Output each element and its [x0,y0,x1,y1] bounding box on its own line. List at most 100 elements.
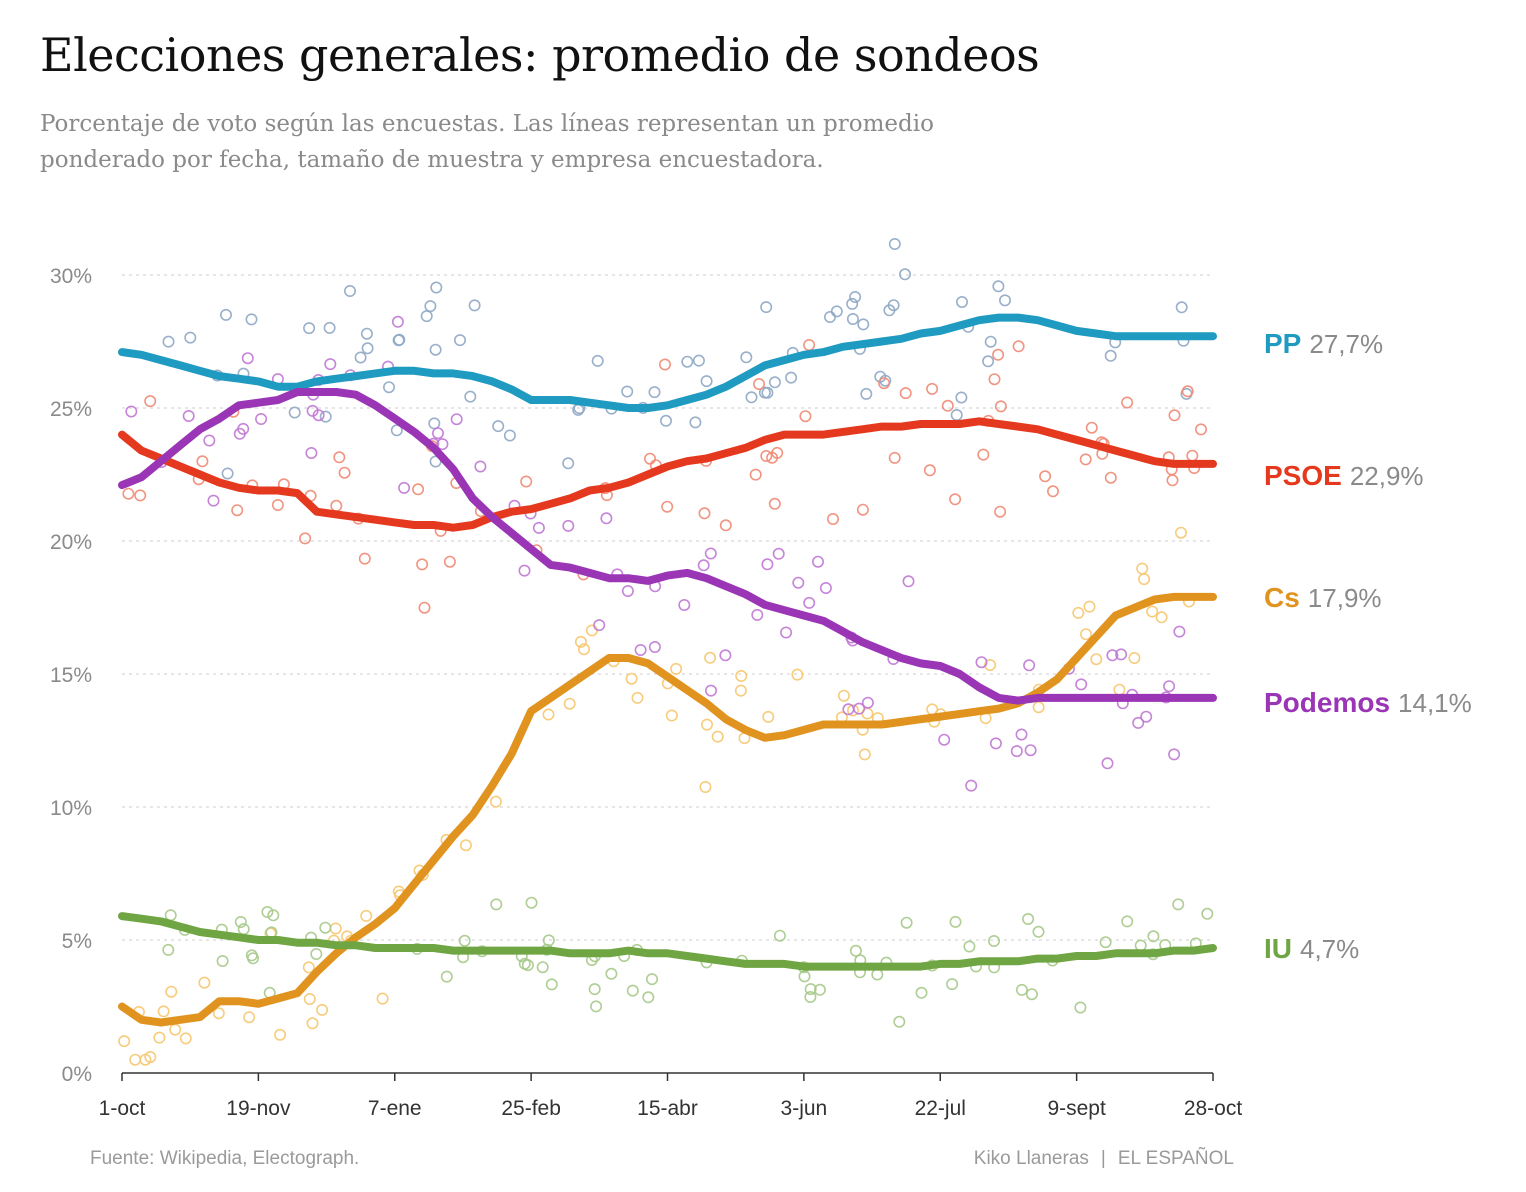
poll-dot-cs [198,976,211,989]
poll-dot-psoe [1104,471,1117,484]
poll-dot-psoe [1186,449,1199,462]
poll-dot-psoe [992,348,1005,361]
poll-dot-iu [1099,936,1112,949]
poll-dot-cs [489,795,502,808]
poll-dot-cs [846,704,859,717]
poll-dot-pp [392,334,405,347]
poll-dot-iu [1121,915,1134,928]
poll-dot-pp [162,335,175,348]
poll-dot-podemos [312,409,325,422]
end-label-value: 4,7% [1300,934,1359,964]
poll-dot-iu [1147,930,1160,943]
poll-dot-cs [329,922,342,935]
poll-dot-iu [490,898,503,911]
poll-dot-iu [987,934,1000,947]
poll-dot-iu [871,968,884,981]
poll-dot-podemos [431,427,444,440]
poll-dot-pp [857,318,870,331]
poll-dot-cs [360,909,373,922]
x-tick-label: 28-oct [1184,1097,1243,1120]
poll-dot-podemos [1106,649,1119,662]
poll-dot-podemos [305,446,318,459]
poll-dot-podemos [532,521,545,534]
poll-dot-pp [692,354,705,367]
poll-dot-podemos [1173,625,1186,638]
poll-dot-pp [860,387,873,400]
poll-dot-iu [963,940,976,953]
poll-dot-iu [1015,983,1028,996]
poll-dot-pp [888,238,901,251]
poll-dot-psoe [418,601,431,614]
poll-dot-pp [621,385,634,398]
poll-dot-cs [704,651,717,664]
poll-dot-psoe [1168,409,1181,422]
poll-dot-cs [734,684,747,697]
poll-dot-cs [179,1032,192,1045]
y-tick-label: 0% [62,1063,92,1086]
y-tick-label: 10% [50,797,92,820]
poll-dot-pp [390,424,403,437]
poll-dot-podemos [398,481,411,494]
poll-dot-cs [302,961,315,974]
poll-dot-iu [162,943,175,956]
poll-dot-podemos [518,564,531,577]
poll-dot-psoe [330,499,343,512]
poll-dot-cs [1113,683,1126,696]
poll-dot-psoe [994,400,1007,413]
poll-dot-podemos [853,702,866,715]
poll-dot-pp [874,370,887,383]
poll-dot-cs [1032,701,1045,714]
x-tick-label: 19-nov [226,1097,291,1120]
poll-dot-iu [536,961,549,974]
end-label-pp: PP 27,7% [1264,328,1383,359]
poll-dot-psoe [1047,485,1060,498]
page-subtitle: Porcentaje de voto según las encuestas. … [40,111,934,173]
poll-dot-podemos [306,404,319,417]
end-label-value: 22,9% [1350,461,1424,491]
poll-dot-pp [429,343,442,356]
poll-dot-pp [428,417,441,430]
poll-dot-cs [274,1028,287,1041]
poll-dot-iu [216,954,229,967]
poll-dot-cs [306,1017,319,1030]
poll-dot-podemos [1015,728,1028,741]
poll-dot-cs [858,748,871,761]
poll-dot-cs [303,992,316,1005]
poll-dot-psoe [1085,421,1098,434]
end-label-value: 27,7% [1309,329,1383,359]
poll-dot-podemos [1115,648,1128,661]
poll-dot-psoe [231,504,244,517]
poll-dot-iu [949,915,962,928]
footer-outlet: EL ESPAÑOL [1117,1148,1234,1169]
poll-dot-cs [316,1003,329,1016]
poll-dot-psoe [803,338,816,351]
poll-dot-psoe [878,377,891,390]
poll-dot-cs [926,703,939,716]
x-tick-label: 22-jul [915,1097,966,1120]
poll-dot-podemos [861,696,874,709]
poll-dot-psoe [1079,453,1092,466]
poll-dot-psoe [299,532,312,545]
poll-dot-iu [1201,907,1214,920]
poll-dot-cs [157,1005,170,1018]
poll-dot-pp [768,376,781,389]
poll-dot-podemos [125,405,138,418]
poll-dot-podemos [780,626,793,639]
poll-dot-pp [846,312,859,325]
poll-dot-psoe [977,448,990,461]
poll-dot-iu [946,978,959,991]
poll-dot-psoe [1181,385,1194,398]
poll-dot-psoe [338,466,351,479]
poll-dot-pp [982,355,995,368]
poll-dot-psoe [899,387,912,400]
poll-dot-pp [591,354,604,367]
x-tick-label: 1-oct [99,1097,146,1120]
poll-dot-podemos [678,598,691,611]
poll-dot-cs [139,1053,152,1066]
poll-dot-podemos [819,581,832,594]
poll-dot-cs [711,730,724,743]
poll-dot-pp [424,300,437,313]
poll-dot-psoe [888,451,901,464]
poll-dot-cs [165,985,178,998]
poll-dot-pp [955,295,968,308]
